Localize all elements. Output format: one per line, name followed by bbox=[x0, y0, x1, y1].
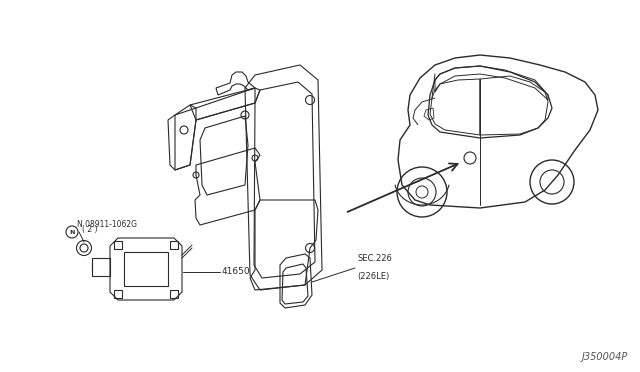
Text: N 08911-1062G: N 08911-1062G bbox=[77, 220, 137, 229]
Text: ( 2 ): ( 2 ) bbox=[82, 225, 97, 234]
Text: N: N bbox=[69, 230, 75, 234]
Text: J350004P: J350004P bbox=[582, 352, 628, 362]
Text: SEC.226: SEC.226 bbox=[357, 254, 392, 263]
Text: 41650: 41650 bbox=[222, 267, 251, 276]
Text: (226LE): (226LE) bbox=[357, 272, 389, 281]
